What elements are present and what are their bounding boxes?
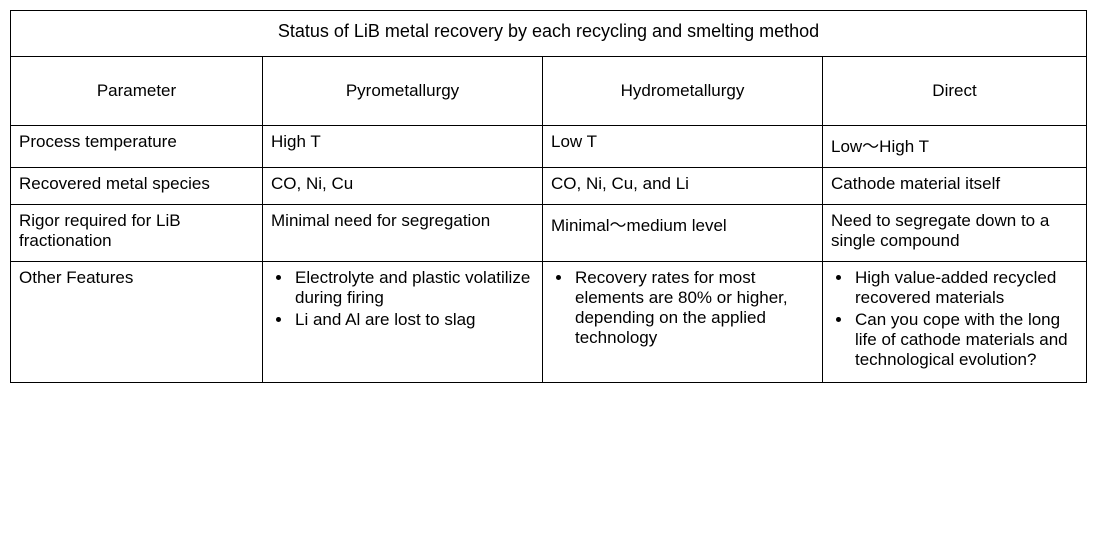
cell-param: Process temperature	[11, 126, 263, 168]
cell-hydro: CO, Ni, Cu, and Li	[543, 168, 823, 205]
feature-list-pyro: Electrolyte and plastic volatilize durin…	[271, 268, 534, 330]
col-header-parameter: Parameter	[11, 57, 263, 126]
cell-direct-features: High value-added recycled recovered mate…	[823, 262, 1087, 383]
col-header-pyro: Pyrometallurgy	[263, 57, 543, 126]
cell-pyro: CO, Ni, Cu	[263, 168, 543, 205]
cell-param: Other Features	[11, 262, 263, 383]
cell-hydro: Minimal～medium level	[543, 205, 823, 262]
table-row: Recovered metal species CO, Ni, Cu CO, N…	[11, 168, 1087, 205]
cell-direct: Need to segregate down to a single compo…	[823, 205, 1087, 262]
col-header-hydro: Hydrometallurgy	[543, 57, 823, 126]
recovery-methods-table: Status of LiB metal recovery by each rec…	[10, 10, 1087, 383]
cell-hydro-features: Recovery rates for most elements are 80%…	[543, 262, 823, 383]
list-item: Electrolyte and plastic volatilize durin…	[293, 268, 534, 308]
cell-param: Rigor required for LiB fractionation	[11, 205, 263, 262]
list-item: Li and Al are lost to slag	[293, 310, 534, 330]
col-header-direct: Direct	[823, 57, 1087, 126]
cell-direct: Cathode material itself	[823, 168, 1087, 205]
cell-param: Recovered metal species	[11, 168, 263, 205]
cell-direct: Low～High T	[823, 126, 1087, 168]
list-item: Can you cope with the long life of catho…	[853, 310, 1078, 370]
table-row: Rigor required for LiB fractionation Min…	[11, 205, 1087, 262]
feature-list-direct: High value-added recycled recovered mate…	[831, 268, 1078, 370]
table-row: Process temperature High T Low T Low～Hig…	[11, 126, 1087, 168]
list-item: Recovery rates for most elements are 80%…	[573, 268, 814, 348]
cell-hydro: Low T	[543, 126, 823, 168]
feature-list-hydro: Recovery rates for most elements are 80%…	[551, 268, 814, 348]
cell-pyro-features: Electrolyte and plastic volatilize durin…	[263, 262, 543, 383]
table-header-row: Parameter Pyrometallurgy Hydrometallurgy…	[11, 57, 1087, 126]
table-title: Status of LiB metal recovery by each rec…	[11, 11, 1087, 57]
table-row-features: Other Features Electrolyte and plastic v…	[11, 262, 1087, 383]
cell-pyro: High T	[263, 126, 543, 168]
cell-pyro: Minimal need for segregation	[263, 205, 543, 262]
list-item: High value-added recycled recovered mate…	[853, 268, 1078, 308]
